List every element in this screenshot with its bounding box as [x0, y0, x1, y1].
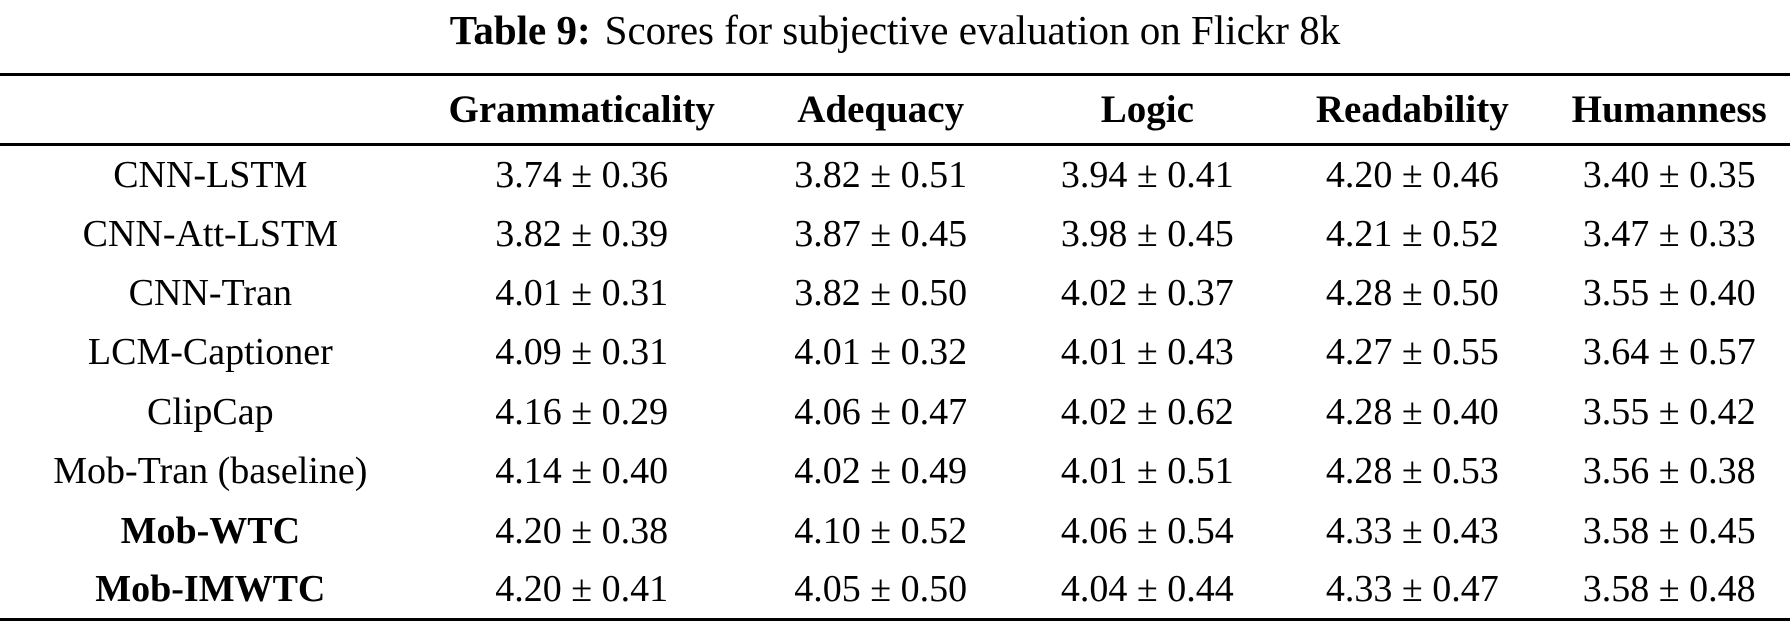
table-caption-label: Table 9: — [449, 7, 591, 53]
value-cell: 4.20 ± 0.38 — [495, 509, 669, 552]
value-cell: 4.09 ± 0.31 — [495, 331, 669, 374]
value-cell: 3.55 ± 0.42 — [1582, 390, 1756, 433]
table-row: CNN-Tran 4.01 ± 0.31 3.82 ± 0.50 4.02 ± … — [0, 263, 1790, 322]
value-cell: 4.28 ± 0.40 — [1325, 390, 1499, 433]
value-cell: 4.28 ± 0.50 — [1325, 271, 1499, 314]
value-cell: 4.06 ± 0.54 — [1060, 509, 1234, 552]
header-row: Grammaticality Adequacy Logic Readabilit… — [0, 74, 1790, 146]
value-cell: 3.47 ± 0.33 — [1582, 212, 1756, 255]
value-cell: 4.05 ± 0.50 — [794, 568, 968, 611]
value-cell: 3.74 ± 0.36 — [495, 153, 669, 196]
value-cell: 3.82 ± 0.51 — [794, 153, 968, 196]
table-row: Mob-WTC 4.20 ± 0.38 4.10 ± 0.52 4.06 ± 0… — [0, 501, 1790, 560]
row-label: Mob-WTC — [120, 509, 301, 552]
column-header-logic: Logic — [1018, 74, 1277, 146]
value-cell: 4.06 ± 0.47 — [794, 390, 968, 433]
value-cell: 4.20 ± 0.46 — [1325, 153, 1499, 196]
row-label: LCM-Captioner — [87, 331, 333, 374]
table-row: ClipCap 4.16 ± 0.29 4.06 ± 0.47 4.02 ± 0… — [0, 382, 1790, 441]
value-cell: 4.01 ± 0.43 — [1060, 331, 1234, 374]
value-cell: 4.21 ± 0.52 — [1325, 212, 1499, 255]
row-label: ClipCap — [146, 390, 274, 433]
table-row: CNN-LSTM 3.74 ± 0.36 3.82 ± 0.51 3.94 ± … — [0, 145, 1790, 204]
row-label: CNN-Att-LSTM — [82, 212, 339, 255]
value-cell: 4.01 ± 0.32 — [794, 331, 968, 374]
value-cell: 3.40 ± 0.35 — [1582, 153, 1756, 196]
column-header-grammaticality: Grammaticality — [420, 74, 743, 146]
value-cell: 3.98 ± 0.45 — [1060, 212, 1234, 255]
value-cell: 4.02 ± 0.37 — [1060, 271, 1234, 314]
value-cell: 3.82 ± 0.50 — [794, 271, 968, 314]
value-cell: 4.10 ± 0.52 — [794, 509, 968, 552]
table-row: Mob-Tran (baseline) 4.14 ± 0.40 4.02 ± 0… — [0, 441, 1790, 500]
value-cell: 4.02 ± 0.49 — [794, 450, 968, 493]
table-caption: Table 9: Scores for subjective evaluation… — [0, 5, 1790, 56]
value-cell: 4.14 ± 0.40 — [495, 450, 669, 493]
value-cell: 4.27 ± 0.55 — [1325, 331, 1499, 374]
row-label: CNN-LSTM — [113, 153, 308, 196]
value-cell: 4.20 ± 0.41 — [495, 568, 669, 611]
table-row: Mob-IMWTC 4.20 ± 0.41 4.05 ± 0.50 4.04 ±… — [0, 560, 1790, 619]
column-header-readability: Readability — [1276, 74, 1549, 146]
value-cell: 4.33 ± 0.47 — [1325, 568, 1499, 611]
value-cell: 4.04 ± 0.44 — [1060, 568, 1234, 611]
value-cell: 3.55 ± 0.40 — [1582, 271, 1756, 314]
row-label: CNN-Tran — [128, 271, 292, 314]
value-cell: 4.16 ± 0.29 — [495, 390, 669, 433]
column-header-humanness: Humanness — [1548, 74, 1790, 146]
value-cell: 4.28 ± 0.53 — [1325, 450, 1499, 493]
column-header-adequacy: Adequacy — [742, 74, 1019, 146]
value-cell: 3.82 ± 0.39 — [495, 212, 669, 255]
value-cell: 4.33 ± 0.43 — [1325, 509, 1499, 552]
table-row: CNN-Att-LSTM 3.82 ± 0.39 3.87 ± 0.45 3.9… — [0, 204, 1790, 263]
value-cell: 3.58 ± 0.45 — [1582, 509, 1756, 552]
results-table: Grammaticality Adequacy Logic Readabilit… — [0, 73, 1790, 622]
value-cell: 3.94 ± 0.41 — [1060, 153, 1234, 196]
value-cell: 4.01 ± 0.31 — [495, 271, 669, 314]
value-cell: 4.01 ± 0.51 — [1060, 450, 1234, 493]
table-caption-text: Scores for subjective evaluation on Flic… — [604, 7, 1341, 53]
value-cell: 3.64 ± 0.57 — [1582, 331, 1756, 374]
row-label: Mob-Tran (baseline) — [53, 450, 368, 493]
row-label: Mob-IMWTC — [95, 568, 326, 611]
value-cell: 3.58 ± 0.48 — [1582, 568, 1756, 611]
table-row: LCM-Captioner 4.09 ± 0.31 4.01 ± 0.32 4.… — [0, 323, 1790, 382]
value-cell: 3.56 ± 0.38 — [1582, 450, 1756, 493]
value-cell: 4.02 ± 0.62 — [1060, 390, 1234, 433]
corner-cell — [0, 74, 421, 146]
value-cell: 3.87 ± 0.45 — [794, 212, 968, 255]
